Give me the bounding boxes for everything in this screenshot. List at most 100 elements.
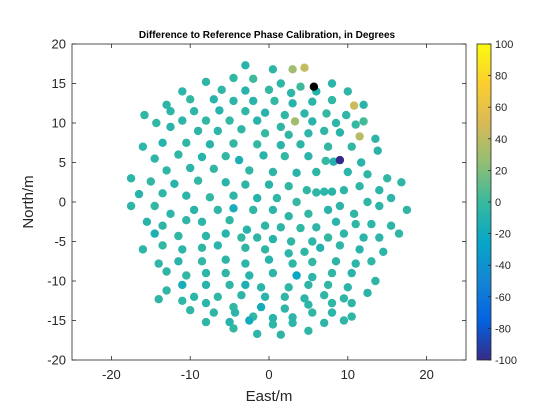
data-point	[323, 233, 333, 242]
data-point	[397, 178, 406, 187]
data-point	[284, 182, 293, 191]
data-point	[197, 257, 207, 266]
data-point	[140, 110, 149, 120]
data-point	[367, 257, 376, 266]
data-point	[221, 268, 230, 278]
data-point	[268, 234, 278, 244]
data-point	[276, 140, 285, 150]
data-point	[276, 330, 285, 339]
data-point	[162, 100, 171, 110]
data-point	[178, 280, 187, 290]
data-point	[320, 318, 329, 328]
data-point	[213, 292, 222, 301]
x-tick-label: 10	[341, 367, 355, 382]
data-point	[284, 212, 293, 221]
colorbar-tick-label: -100	[495, 355, 517, 367]
plot-area	[126, 61, 412, 339]
data-point	[359, 233, 368, 242]
data-point	[327, 95, 337, 105]
data-point	[138, 245, 148, 254]
data-point	[286, 237, 296, 246]
data-point	[296, 82, 305, 91]
data-point	[256, 302, 266, 312]
data-point	[237, 291, 246, 300]
data-point	[174, 257, 183, 266]
data-point	[284, 249, 293, 258]
data-point	[158, 221, 167, 230]
data-point	[288, 99, 297, 108]
data-point	[323, 205, 333, 215]
data-point	[331, 257, 341, 266]
data-point	[300, 294, 309, 303]
data-point	[150, 154, 159, 163]
data-point	[268, 205, 278, 215]
data-point	[308, 97, 317, 106]
data-point	[178, 296, 187, 305]
data-point	[193, 176, 203, 185]
data-point	[178, 116, 187, 125]
data-point	[290, 117, 300, 126]
x-tick-label: -20	[102, 367, 121, 382]
data-point	[304, 326, 313, 335]
data-point	[371, 276, 380, 286]
data-point	[241, 280, 250, 290]
data-point	[343, 167, 352, 177]
data-point	[205, 140, 215, 149]
y-tick-label: -5	[54, 234, 66, 249]
data-point	[253, 116, 262, 125]
data-point	[209, 308, 218, 317]
data-point	[138, 142, 148, 151]
data-point	[225, 116, 234, 125]
colorbar-tick-label: -80	[495, 323, 511, 335]
data-point	[302, 186, 311, 195]
data-point	[242, 225, 252, 234]
data-point	[182, 138, 191, 147]
x-tick-label: 0	[265, 367, 272, 382]
data-point	[300, 63, 309, 72]
data-point	[296, 223, 305, 233]
data-point	[241, 180, 250, 189]
data-point	[327, 79, 337, 88]
y-tick-label: -10	[47, 274, 66, 289]
data-point	[260, 108, 270, 117]
y-tick-label: -20	[47, 353, 66, 368]
data-point	[209, 164, 218, 173]
data-point	[253, 140, 262, 149]
data-point	[166, 209, 175, 218]
data-point	[158, 241, 167, 250]
y-axis-label: North/m	[20, 175, 37, 228]
colorbar-tick-label: -40	[495, 260, 511, 272]
data-point	[331, 217, 341, 226]
data-point	[276, 122, 285, 132]
data-point	[343, 87, 352, 96]
data-point	[339, 316, 349, 325]
data-point	[241, 243, 250, 252]
data-point	[323, 280, 333, 290]
data-point	[349, 101, 359, 110]
data-point	[186, 306, 195, 315]
data-point	[355, 132, 364, 141]
data-point	[193, 126, 203, 136]
data-point	[241, 86, 250, 95]
data-point	[162, 286, 171, 295]
data-point	[308, 237, 317, 246]
data-point	[201, 317, 211, 327]
data-point	[245, 166, 254, 175]
colorbar-tick-label: 80	[495, 71, 507, 83]
data-point	[359, 117, 368, 126]
data-point	[241, 259, 250, 268]
data-point	[197, 217, 207, 226]
data-point	[327, 308, 337, 317]
data-point	[347, 142, 356, 151]
data-point	[351, 120, 360, 129]
data-point	[126, 201, 136, 211]
data-point	[201, 280, 211, 290]
data-point	[259, 151, 268, 160]
x-tick-label: 20	[419, 367, 433, 382]
data-point	[312, 223, 321, 232]
data-point	[292, 271, 301, 280]
data-point	[327, 187, 337, 196]
data-point	[260, 221, 270, 230]
data-point	[249, 205, 258, 215]
data-point	[253, 233, 262, 242]
